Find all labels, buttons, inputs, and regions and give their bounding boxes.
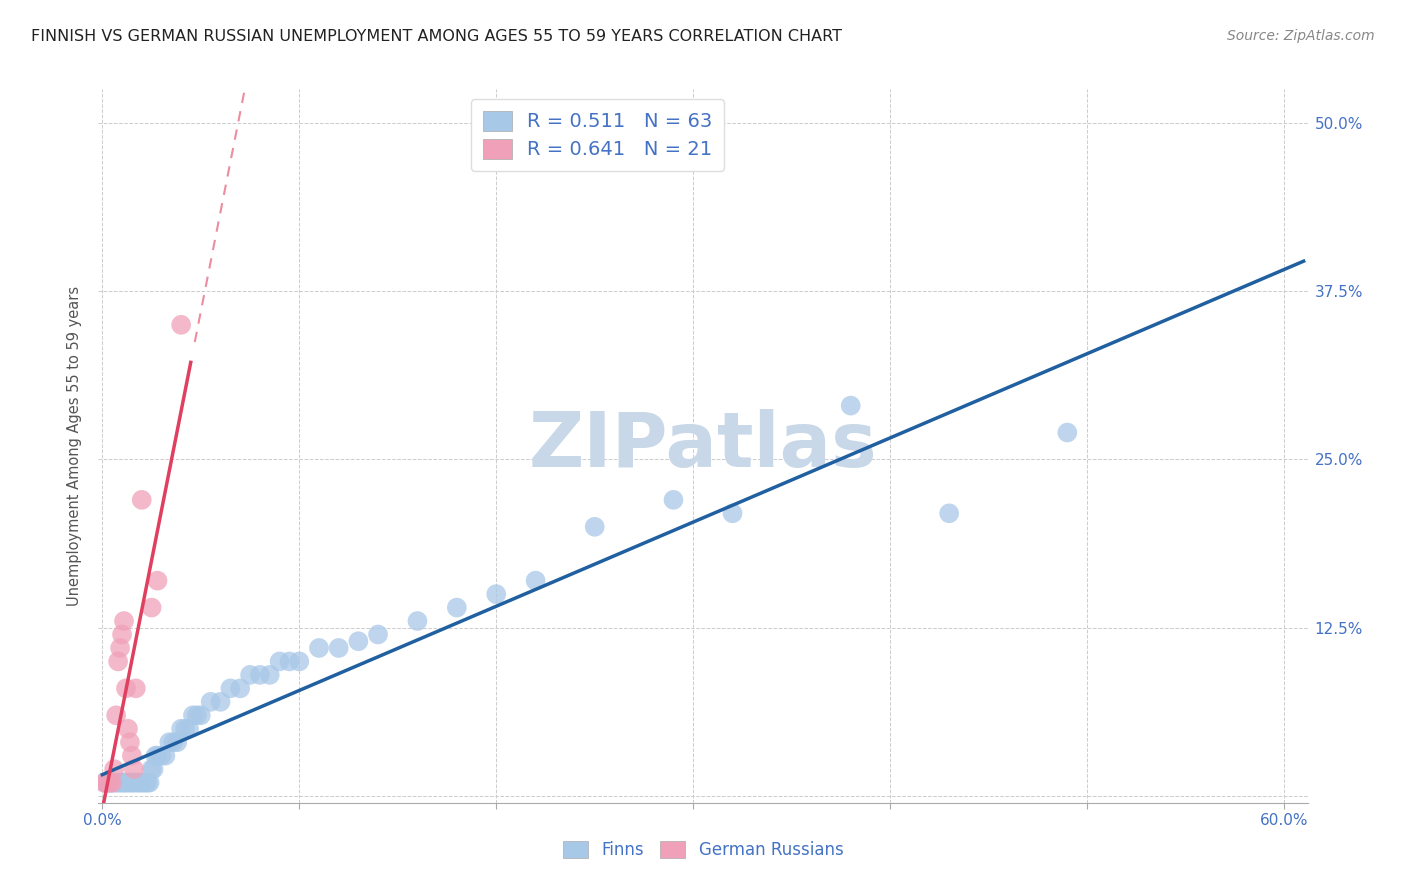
Point [103,775,125,789]
Point [524,574,547,588]
Point [105,708,128,723]
Point [107,655,129,669]
Text: ZIPatlas: ZIPatlas [529,409,877,483]
Point [111,627,134,641]
Point [93,775,115,789]
Point [117,722,139,736]
Point [118,735,141,749]
Point [108,775,131,789]
Text: FINNISH VS GERMAN RUSSIAN UNEMPLOYMENT AMONG AGES 55 TO 59 YEARS CORRELATION CHA: FINNISH VS GERMAN RUSSIAN UNEMPLOYMENT A… [31,29,842,44]
Point [146,748,169,763]
Point [157,735,180,749]
Point [131,492,153,507]
Point [662,492,685,507]
Point [229,681,252,696]
Point [200,695,222,709]
Point [111,775,134,789]
Point [259,668,281,682]
Point [127,775,149,789]
Point [209,695,232,709]
Point [269,655,291,669]
Point [347,634,370,648]
Point [166,735,188,749]
Point [122,775,145,789]
Point [115,775,138,789]
Point [115,681,138,696]
Point [155,748,177,763]
Point [146,574,169,588]
Point [121,775,143,789]
Point [485,587,508,601]
Point [162,735,184,749]
Legend: Finns, German Russians: Finns, German Russians [555,834,851,866]
Point [138,775,160,789]
Point [170,722,193,736]
Point [97,775,120,789]
Point [249,668,271,682]
Point [288,655,311,669]
Point [132,775,155,789]
Point [121,748,143,763]
Y-axis label: Unemployment Among Ages 55 to 59 years: Unemployment Among Ages 55 to 59 years [67,286,83,606]
Point [135,775,157,789]
Point [117,775,139,789]
Point [174,722,197,736]
Point [107,775,129,789]
Point [145,748,167,763]
Point [308,640,330,655]
Point [97,775,120,789]
Point [101,775,124,789]
Point [112,775,135,789]
Point [118,775,141,789]
Point [938,506,960,520]
Point [219,681,242,696]
Point [190,708,212,723]
Point [181,708,204,723]
Point [177,722,200,736]
Point [150,748,173,763]
Point [96,775,118,789]
Point [186,708,208,723]
Point [101,775,124,789]
Point [406,614,429,628]
Point [141,762,163,776]
Point [122,762,145,776]
Point [170,318,193,332]
Point [103,762,125,776]
Point [446,600,468,615]
Point [125,775,148,789]
Point [108,640,131,655]
Point [583,520,606,534]
Point [93,775,115,789]
Point [136,775,159,789]
Point [125,681,148,696]
Point [112,614,135,628]
Point [367,627,389,641]
Point [105,775,128,789]
Point [239,668,262,682]
Point [131,775,153,789]
Point [142,762,165,776]
Point [141,600,163,615]
Point [96,775,118,789]
Point [839,399,862,413]
Point [328,640,350,655]
Point [721,506,744,520]
Point [1056,425,1078,440]
Point [98,775,121,789]
Point [128,775,150,789]
Text: Source: ZipAtlas.com: Source: ZipAtlas.com [1227,29,1375,43]
Point [98,775,121,789]
Point [278,655,301,669]
